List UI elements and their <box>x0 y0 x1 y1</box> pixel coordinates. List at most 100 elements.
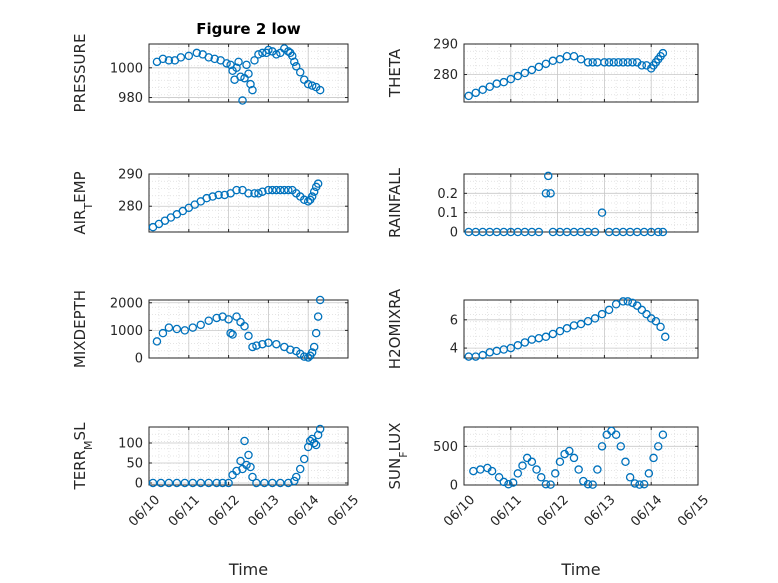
data-point <box>611 299 621 309</box>
data-point <box>637 61 647 70</box>
data-point <box>208 192 217 201</box>
data-point <box>236 72 245 81</box>
data-point <box>258 187 267 196</box>
y-tick-label: 290 <box>433 38 458 53</box>
data-point <box>158 54 168 64</box>
data-point <box>172 324 182 334</box>
data-point <box>604 305 614 315</box>
x-tick-label: 06/12 <box>206 493 243 530</box>
data-point <box>226 328 235 338</box>
data-point <box>236 456 245 466</box>
data-point <box>555 55 565 64</box>
y-tick-label: 0.2 <box>437 187 458 202</box>
data-point <box>210 54 219 64</box>
data-point <box>609 58 619 67</box>
data-point <box>593 465 602 474</box>
data-point <box>637 305 647 315</box>
data-point <box>660 332 670 342</box>
data-point <box>295 464 305 474</box>
data-point <box>508 478 518 487</box>
data-point <box>583 316 593 326</box>
data-point <box>307 81 317 90</box>
data-point <box>292 472 301 482</box>
x-axis-label: Time <box>560 560 600 579</box>
data-point <box>250 56 259 65</box>
y-tick-label: 4 <box>450 342 458 357</box>
data-point <box>276 185 285 195</box>
y-tick-label: 0 <box>135 477 143 492</box>
data-point <box>288 51 297 61</box>
y-tick-label: 1000 <box>110 61 143 76</box>
panel-rainfall: 0 0.1 0.2 RAINFALL <box>386 167 699 241</box>
y-axis-label-part: SL <box>71 422 89 441</box>
y-tick-label: 100 <box>118 437 143 452</box>
data-point <box>520 338 530 347</box>
data-point <box>250 189 259 198</box>
data-point <box>272 50 281 59</box>
data-point <box>242 460 251 470</box>
data-point <box>286 345 295 354</box>
data-point <box>232 466 241 476</box>
x-tick-label: 06/11 <box>488 493 525 530</box>
data-point <box>164 56 174 65</box>
data-point <box>299 352 309 361</box>
data-point <box>228 330 237 339</box>
data-point <box>576 319 586 329</box>
y-axis-label-part: RAINFALL <box>386 167 404 238</box>
data-point <box>232 185 241 195</box>
x-tick-label: 06/13 <box>245 493 282 530</box>
panel-theta: 280 290 THETA <box>386 38 699 103</box>
data-point <box>242 60 251 70</box>
axes-frame <box>463 43 699 103</box>
axes-frame <box>148 426 349 486</box>
data-point <box>184 51 194 61</box>
data-point <box>478 85 487 95</box>
series-markers <box>152 295 325 362</box>
data-point <box>642 309 651 319</box>
axes-frame <box>148 43 349 103</box>
data-point <box>644 469 654 478</box>
data-point <box>628 58 637 67</box>
data-point <box>244 450 253 460</box>
data-point <box>290 57 299 67</box>
x-tick-label: 06/14 <box>285 493 322 530</box>
y-axis-label-part: THETA <box>386 48 404 98</box>
x-tick-label: 06/10 <box>441 493 478 530</box>
data-point <box>218 478 227 488</box>
data-point <box>240 321 249 331</box>
y-tick-label: 980 <box>118 91 143 106</box>
data-point <box>649 453 658 463</box>
data-point <box>188 478 198 488</box>
data-point <box>618 297 628 306</box>
data-point <box>583 479 593 489</box>
data-point <box>621 457 630 467</box>
data-point <box>214 190 223 200</box>
x-tick-label: 06/10 <box>126 493 163 530</box>
data-point <box>630 479 640 488</box>
data-point <box>487 466 497 476</box>
data-point <box>313 312 323 321</box>
y-tick-label: 2000 <box>110 296 143 311</box>
data-point <box>280 185 289 195</box>
data-point <box>588 58 597 67</box>
x-tick-label: 06/12 <box>535 493 572 530</box>
axes-frame <box>463 299 699 359</box>
data-point <box>164 478 174 488</box>
y-axis-label: RAINFALL <box>386 167 404 238</box>
series-markers <box>148 179 323 232</box>
data-point <box>254 50 263 59</box>
y-tick-label: 500 <box>433 440 458 455</box>
data-point <box>518 461 527 470</box>
data-point <box>252 478 261 488</box>
data-point <box>541 332 551 342</box>
data-point <box>513 71 523 81</box>
data-point <box>303 79 313 89</box>
y-tick-label: 280 <box>118 200 143 215</box>
data-point <box>574 465 583 474</box>
data-point <box>204 316 213 325</box>
data-point <box>315 295 325 305</box>
data-point <box>520 68 530 78</box>
y-axis-label-part: AIR <box>71 210 89 235</box>
data-point <box>583 58 593 67</box>
data-point <box>232 312 241 321</box>
